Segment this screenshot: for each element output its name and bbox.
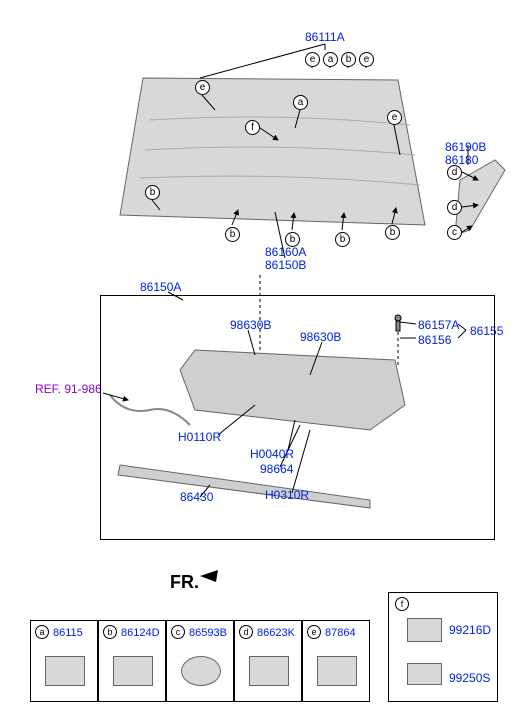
thumb-99216D xyxy=(407,618,442,642)
callout-86124D[interactable]: 86124D xyxy=(121,627,160,639)
marker-b: b xyxy=(385,225,400,240)
thumb-86593B xyxy=(181,656,221,686)
callout-86593B[interactable]: 86593B xyxy=(189,627,227,639)
marker-d: d xyxy=(447,165,462,180)
side-strip xyxy=(455,160,505,235)
fr-arrow-icon xyxy=(200,570,218,582)
marker-b: b xyxy=(285,232,300,247)
glass-line xyxy=(145,147,415,155)
marker-d: d xyxy=(239,625,253,639)
marker-c: c xyxy=(447,225,462,240)
marker-b: b xyxy=(145,185,160,200)
marker-a: a xyxy=(323,52,338,67)
windshield-glass xyxy=(120,78,425,225)
marker-e: e xyxy=(195,80,210,95)
callout-86190B[interactable]: 86190B xyxy=(445,140,486,154)
marker-d: d xyxy=(447,200,462,215)
glass-line xyxy=(140,176,420,185)
cell-a: a 86115 xyxy=(30,620,98,702)
thumb-99250S xyxy=(407,663,442,685)
callout-86150A[interactable]: 86150A xyxy=(140,280,181,294)
thumb-87864 xyxy=(317,656,357,686)
marker-f: f xyxy=(245,120,260,135)
marker-b: b xyxy=(103,625,117,639)
marker-e: e xyxy=(359,52,374,67)
callout-86115[interactable]: 86115 xyxy=(53,627,83,639)
marker-a: a xyxy=(293,95,308,110)
callout-99250S[interactable]: 99250S xyxy=(449,671,490,685)
marker-c: c xyxy=(171,625,185,639)
marker-a: a xyxy=(35,625,49,639)
marker-b: b xyxy=(335,232,350,247)
cell-b: b 86124D xyxy=(98,620,166,702)
cell-c: c 86593B xyxy=(166,620,234,702)
callout-86150B[interactable]: 86150B xyxy=(265,258,306,272)
thumb-86124D xyxy=(113,656,153,686)
callout-87864[interactable]: 87864 xyxy=(325,627,356,639)
thumb-86623K xyxy=(249,656,289,686)
callout-86111A[interactable]: 86111A xyxy=(305,30,345,44)
cell-d: d 86623K xyxy=(234,620,302,702)
ref-label[interactable]: REF. 91-986 xyxy=(35,382,102,396)
marker-b: b xyxy=(225,227,240,242)
thumb-86115 xyxy=(45,656,85,686)
marker-e: e xyxy=(387,110,402,125)
cell-e: e 87864 xyxy=(302,620,370,702)
fr-label: FR. xyxy=(170,572,199,593)
marker-f: f xyxy=(395,597,409,611)
callout-99216D[interactable]: 99216D xyxy=(449,623,491,637)
callout-86160A[interactable]: 86160A xyxy=(265,245,306,259)
glass-line xyxy=(150,117,410,125)
f-box: f 99216D 99250S xyxy=(388,592,498,702)
marker-e: e xyxy=(305,52,320,67)
detail-box xyxy=(100,295,495,540)
marker-b: b xyxy=(341,52,356,67)
callout-86623K[interactable]: 86623K xyxy=(257,627,295,639)
marker-e: e xyxy=(307,625,321,639)
